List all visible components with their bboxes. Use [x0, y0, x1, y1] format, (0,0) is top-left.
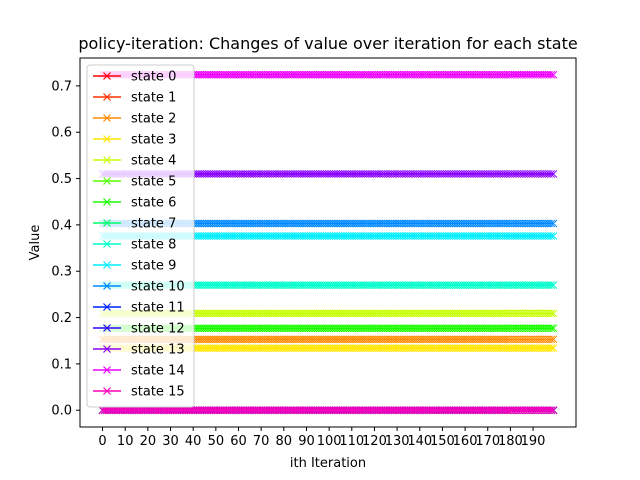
legend-marker: [103, 135, 111, 143]
legend-label: state 11: [131, 301, 185, 316]
x-tick-label: 50: [208, 434, 225, 449]
legend-marker: [103, 366, 111, 374]
axes: 0 10 20 30 40 50 60 70 80 90 100110120130140150160…: [51, 79, 545, 449]
x-tick-label: 100: [317, 434, 342, 449]
legend-item: state 8: [93, 238, 176, 253]
legend-marker: [103, 219, 111, 227]
x-tick-label: 40: [185, 434, 202, 449]
y-tick-label: 0.1: [51, 357, 72, 372]
legend-label: state 9: [131, 259, 176, 274]
y-tick-label: 0.2: [51, 311, 72, 326]
legend-item: state 3: [93, 133, 176, 148]
x-tick-label: 190: [521, 434, 546, 449]
series-markers: [98, 406, 558, 415]
x-tick-label: 0: [98, 434, 106, 449]
legend-label: state 6: [131, 196, 176, 211]
x-tick-label: 170: [475, 434, 500, 449]
legend-label: state 15: [131, 385, 185, 400]
x-tick-label: 70: [253, 434, 270, 449]
legend-label: state 14: [131, 364, 185, 379]
legend-item: state 15: [93, 385, 185, 400]
legend-item: state 11: [93, 301, 185, 316]
x-axis-label: ith Iteration: [290, 456, 366, 471]
x-tick-label: 110: [339, 434, 364, 449]
y-tick-label: 0.6: [51, 126, 72, 141]
x-tick-label: 130: [385, 434, 410, 449]
y-tick-label: 0.5: [51, 172, 72, 187]
legend-item: state 12: [93, 322, 185, 337]
x-tick-label: 120: [362, 434, 387, 449]
legend-label: state 0: [131, 70, 176, 85]
y-tick-label: 0.0: [51, 404, 72, 419]
legend-marker: [103, 93, 111, 101]
legend-marker: [103, 177, 111, 185]
legend-item: state 10: [93, 280, 185, 295]
x-tick-label: 180: [498, 434, 523, 449]
plot-frame: [79, 57, 577, 428]
legend-label: state 1: [131, 91, 176, 106]
y-tick-label: 0.7: [51, 79, 72, 94]
legend-label: state 3: [131, 133, 176, 148]
x-tick-label: 80: [276, 434, 293, 449]
legend-item: state 7: [93, 217, 176, 232]
legend-item: state 13: [93, 343, 185, 358]
legend-marker: [103, 303, 111, 311]
legend-label: state 4: [131, 154, 176, 169]
y-tick-label: 0.4: [51, 218, 72, 233]
legend-label: state 5: [131, 175, 176, 190]
chart-title: policy-iteration: Changes of value over …: [78, 34, 577, 53]
legend: state 0 state 1 state 2 state 3 state 4 state…: [86, 64, 195, 408]
x-tick-label: 30: [162, 434, 179, 449]
legend-marker: [103, 72, 111, 80]
legend-label: state 8: [131, 238, 176, 253]
legend-item: state 0: [93, 70, 176, 85]
x-tick-label: 90: [298, 434, 315, 449]
legend-label: state 7: [131, 217, 176, 232]
legend-marker: [103, 324, 111, 332]
y-axis-label: Value: [28, 225, 43, 261]
x-tick-label: 160: [453, 434, 478, 449]
legend-label: state 12: [131, 322, 185, 337]
legend-label: state 13: [131, 343, 185, 358]
legend-marker: [103, 387, 111, 395]
y-tick-label: 0.3: [51, 265, 72, 280]
legend-marker: [103, 345, 111, 353]
legend-marker: [103, 261, 111, 269]
legend-item: state 1: [93, 91, 176, 106]
x-tick-label: 20: [140, 434, 157, 449]
x-tick-label: 10: [117, 434, 134, 449]
legend-item: state 5: [93, 175, 176, 190]
legend-item: state 9: [93, 259, 176, 274]
legend-marker: [103, 240, 111, 248]
legend-marker: [103, 198, 111, 206]
legend-item: state 4: [93, 154, 176, 169]
legend-box: [86, 64, 195, 408]
x-tick-label: 60: [230, 434, 247, 449]
legend-marker: [103, 282, 111, 290]
legend-marker: [103, 114, 111, 122]
x-tick-label: 150: [430, 434, 455, 449]
x-tick-label: 140: [407, 434, 432, 449]
legend-item: state 2: [93, 112, 176, 127]
series-15: [98, 406, 558, 415]
legend-label: state 10: [131, 280, 185, 295]
legend-marker: [103, 156, 111, 164]
legend-item: state 6: [93, 196, 176, 211]
legend-label: state 2: [131, 112, 176, 127]
legend-item: state 14: [93, 364, 185, 379]
